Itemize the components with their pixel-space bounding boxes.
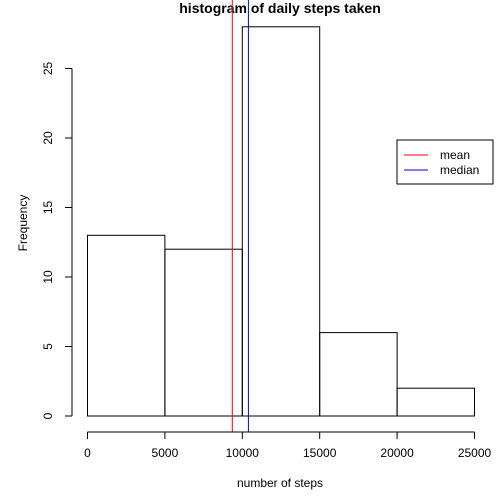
chart-title: histogram of daily steps taken <box>179 0 381 16</box>
histogram-bar-1 <box>164 248 243 417</box>
histogram-bar-2 <box>241 26 321 417</box>
y-axis-label: Frequency <box>16 195 30 252</box>
histogram-bars <box>87 26 476 417</box>
legend-label-median: median <box>440 163 479 177</box>
x-tick-label-2: 10000 <box>226 446 260 460</box>
legend-box <box>396 139 494 185</box>
y-tick-label-5: 25 <box>41 62 55 76</box>
histogram-bar-0 <box>87 234 166 417</box>
x-tick-label-5: 25000 <box>458 446 492 460</box>
histogram-bar-4 <box>396 387 476 417</box>
histogram-bar-3 <box>319 332 398 417</box>
y-tick-label-0: 0 <box>41 412 55 419</box>
legend-label-mean: mean <box>440 148 470 162</box>
y-tick-label-1: 5 <box>41 343 55 350</box>
y-tick-label-3: 15 <box>41 201 55 215</box>
y-axis: 0 5 10 15 20 25 <box>41 62 73 419</box>
x-axis-label: number of steps <box>237 476 323 490</box>
y-tick-label-2: 10 <box>41 270 55 284</box>
x-tick-label-3: 15000 <box>303 446 337 460</box>
x-tick-label-1: 5000 <box>152 446 179 460</box>
reference-lines <box>231 0 249 432</box>
x-tick-label-0: 0 <box>84 446 91 460</box>
y-tick-label-4: 20 <box>41 131 55 145</box>
x-tick-label-4: 20000 <box>380 446 414 460</box>
x-axis: 0 5000 10000 15000 20000 25000 <box>84 431 492 460</box>
